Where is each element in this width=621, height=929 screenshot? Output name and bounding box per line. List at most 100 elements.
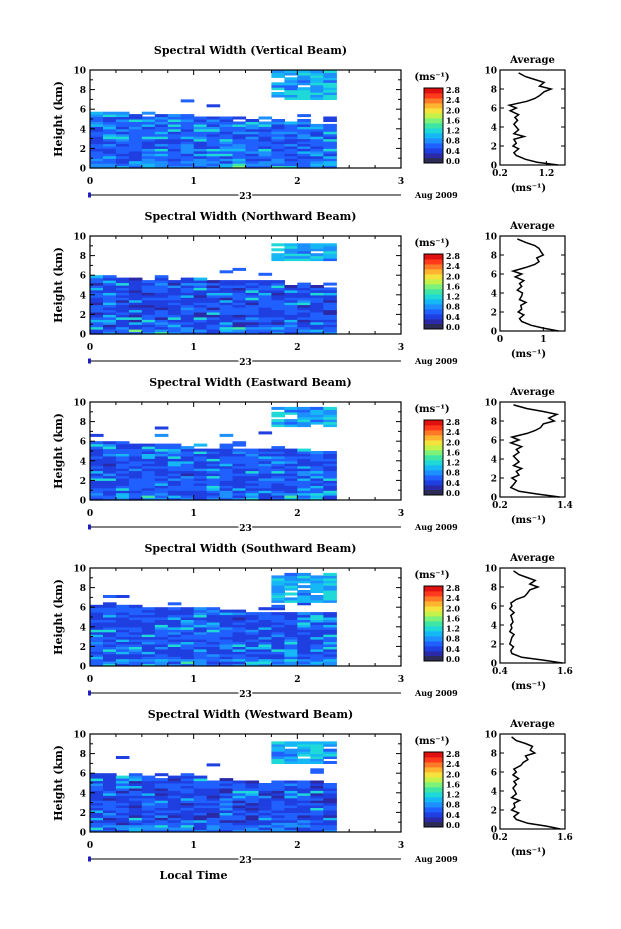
heatmap-cell [154, 277, 169, 281]
heatmap-cell [180, 138, 195, 142]
heatmap-cell [167, 497, 182, 501]
profile-frame [499, 69, 566, 166]
heatmap-cell [297, 819, 311, 823]
colorbar-tick-label: 2.8 [446, 749, 460, 759]
heatmap-cell [258, 311, 273, 315]
heatmap-cell [323, 421, 337, 425]
heatmap-cell [154, 470, 169, 474]
heatmap-cell [297, 780, 311, 784]
heatmap-cell [206, 451, 221, 454]
heatmap-cell [271, 756, 285, 759]
heatmap-cell [128, 641, 143, 645]
heatmap-cell [219, 621, 234, 625]
heatmap-cell [167, 634, 182, 638]
heatmap-cell [103, 621, 117, 625]
heatmap-cell [103, 460, 117, 464]
heatmap-cell [258, 807, 273, 811]
heatmap-cell [180, 485, 195, 489]
heatmap-cell [271, 123, 285, 127]
heatmap-cell [154, 131, 169, 135]
colorbar-segment [424, 430, 443, 436]
heatmap-cell [141, 307, 156, 311]
heatmap-cell [180, 497, 195, 501]
y-tick-label: 0 [80, 497, 86, 507]
heatmap-cell [128, 123, 143, 127]
y-tick-label: 8 [80, 584, 86, 594]
heatmap-cell [141, 629, 156, 633]
heatmap-cell [323, 163, 337, 167]
heatmap-cell [167, 629, 182, 633]
heatmap-cell [323, 653, 337, 657]
heatmap-cell [297, 619, 311, 623]
heatmap-cell [284, 316, 298, 320]
heatmap-cell [193, 294, 208, 298]
heatmap-cell [90, 775, 104, 779]
heatmap-cell [245, 304, 260, 308]
y-tick-label: 2 [80, 809, 86, 819]
colorbar-tick-label: 0.4 [446, 146, 460, 156]
heatmap-cell [193, 463, 208, 467]
heatmap-cell [297, 455, 311, 459]
heatmap-cell [258, 624, 273, 628]
heatmap-cell [284, 787, 298, 791]
heatmap-cell [193, 607, 208, 611]
heatmap-cell [284, 163, 298, 167]
heatmap-cell [180, 475, 195, 479]
heatmap-cell [297, 160, 311, 164]
heatmap-cell [206, 292, 221, 296]
heatmap-cell [323, 805, 337, 808]
heatmap-cell [284, 258, 298, 262]
heatmap-cell [206, 795, 221, 799]
heatmap-cell [245, 285, 260, 288]
heatmap-cell [323, 597, 337, 601]
heatmap-cell [90, 153, 104, 157]
heatmap-cell [245, 641, 260, 645]
heatmap-cell [271, 753, 285, 757]
heatmap-cell [297, 575, 311, 579]
heatmap-cell [154, 651, 169, 655]
heatmap-cell [90, 817, 104, 821]
heatmap-cell [219, 802, 234, 806]
heatmap-cell [206, 294, 221, 298]
heatmap-cell [323, 248, 337, 252]
heatmap-cell [167, 324, 182, 328]
heatmap-cell [128, 277, 143, 281]
heatmap-cell [271, 812, 285, 816]
heatmap-cell [271, 751, 285, 755]
heatmap-cell [284, 482, 298, 486]
heatmap-cell [232, 314, 247, 318]
heatmap-cell [206, 641, 221, 645]
heatmap-cell [103, 602, 117, 606]
heatmap-cell [141, 656, 156, 660]
heatmap-cell [103, 614, 117, 618]
heatmap-cell [103, 114, 117, 118]
heatmap-cell [90, 111, 104, 115]
colorbar-segment [424, 440, 443, 446]
heatmap-cell [232, 648, 247, 652]
heatmap-cell [232, 805, 247, 808]
heatmap-cell [180, 316, 195, 320]
heatmap-cell [219, 138, 234, 142]
heatmap-cell [310, 289, 324, 293]
heatmap-cell [90, 807, 104, 811]
heatmap-cell [323, 165, 337, 169]
heatmap-cell [154, 822, 169, 826]
heatmap-cell [310, 743, 324, 747]
heatmap-cell [141, 136, 156, 140]
heatmap-cell [232, 297, 247, 301]
y-tick-label: 4 [80, 623, 86, 633]
heatmap-cell [103, 307, 117, 311]
heatmap-cell [219, 455, 234, 459]
colorbar-segment [424, 425, 443, 431]
heatmap-cell [284, 663, 298, 667]
heatmap-cell [323, 460, 337, 464]
heatmap-cell [193, 475, 208, 479]
heatmap-cell [103, 119, 117, 122]
heatmap-cell [128, 314, 143, 318]
heatmap-cell [115, 316, 130, 320]
heatmap-cell [103, 644, 117, 647]
heatmap-cell [141, 810, 156, 813]
heatmap-cell [284, 321, 298, 325]
date-axis-marker [88, 856, 91, 862]
heatmap-cell [103, 138, 117, 142]
